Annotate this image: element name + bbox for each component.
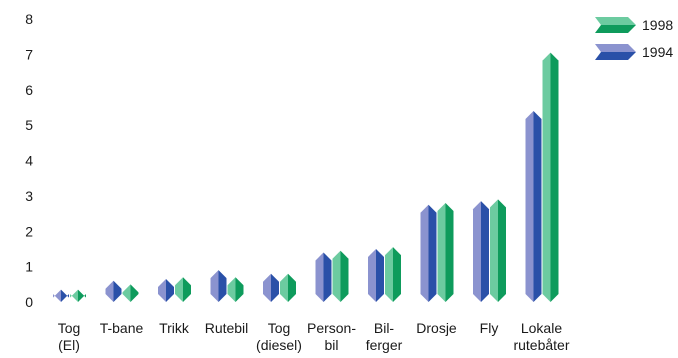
bar-face-left (332, 250, 341, 302)
bar-face-right (78, 289, 86, 302)
bar-1994 (420, 204, 437, 302)
bar-1994 (263, 273, 279, 302)
bar-1998 (542, 52, 559, 303)
bar-face-left (175, 277, 183, 302)
bar-face-left (70, 289, 78, 302)
x-category-label: Lokale rutebåter (513, 320, 569, 353)
legend-label: 1998 (642, 17, 673, 33)
x-category-label: Person-bil (307, 320, 356, 353)
y-tick-label: 1 (25, 259, 33, 275)
bar-face-right (61, 289, 69, 302)
x-category-label: Fly (480, 320, 499, 336)
bar-face-right (393, 247, 401, 302)
legend-swatch (595, 17, 636, 25)
bar-face-left (525, 110, 534, 302)
legend-label: 1994 (642, 44, 673, 60)
bar-face-right (166, 279, 174, 302)
bar-face-right (130, 284, 139, 302)
bar-face-left (385, 247, 393, 302)
bar-face-left (368, 248, 376, 302)
bar-face-right (288, 273, 296, 302)
bar-1994 (368, 248, 384, 302)
bar-face-right (271, 273, 279, 302)
bar-face-left (263, 273, 271, 302)
bar-face-left (122, 284, 131, 302)
bar-face-right (533, 110, 542, 302)
legend: 1998 1994 (595, 17, 673, 60)
legend-swatch (595, 25, 636, 33)
bar-1998 (490, 199, 506, 302)
bar-1994 (210, 270, 227, 302)
bar-1998 (175, 277, 191, 302)
x-category-label: Tog (El) (58, 320, 81, 353)
bar-face-right (445, 202, 454, 302)
bar-1994 (105, 280, 122, 302)
bar-1998 (385, 247, 401, 302)
bar-face-left (280, 273, 288, 302)
bar-face-left (53, 289, 61, 302)
y-tick-label: 7 (25, 46, 33, 62)
x-category-label: Drosje (416, 320, 457, 336)
bar-face-right (428, 204, 437, 302)
bar-face-left (227, 277, 236, 302)
x-category-label: Bil-ferger (366, 320, 403, 353)
legend-item-1994: 1994 (595, 44, 673, 60)
bar-face-left (210, 270, 219, 302)
bar-face-left (158, 279, 166, 302)
x-category-label: Tog (diesel) (256, 320, 302, 353)
bar-face-left (490, 199, 498, 302)
bar-face-left (437, 202, 446, 302)
bar-face-right (323, 252, 332, 302)
bar-face-left (542, 52, 551, 303)
legend-item-1998: 1998 (595, 17, 673, 33)
bar-1998 (122, 284, 139, 302)
bar-1998 (280, 273, 296, 302)
bar-face-right (498, 199, 506, 302)
bar-face-right (550, 52, 559, 303)
bar-1994 (53, 289, 69, 302)
bar-face-right (183, 277, 191, 302)
y-axis-ticks: 0 1 2 3 4 5 6 7 8 (25, 11, 33, 310)
bars (53, 52, 559, 303)
bar-1998 (437, 202, 454, 302)
x-category-label: Trikk (159, 320, 190, 336)
y-tick-label: 3 (25, 188, 33, 204)
bar-face-right (235, 277, 244, 302)
y-tick-label: 0 (25, 294, 33, 310)
bar-1994 (158, 279, 174, 302)
bar-1998 (70, 289, 86, 302)
bar-face-right (340, 250, 349, 302)
bar-face-left (420, 204, 429, 302)
bar-face-left (105, 280, 114, 302)
bar-1994 (315, 252, 332, 302)
y-tick-label: 4 (25, 153, 33, 169)
y-tick-label: 2 (25, 223, 33, 239)
bar-face-right (376, 248, 384, 302)
bar-face-right (481, 201, 489, 302)
legend-swatch (595, 44, 636, 52)
bar-face-left (315, 252, 324, 302)
y-tick-label: 5 (25, 117, 33, 133)
y-tick-label: 8 (25, 11, 33, 27)
bar-1994 (525, 110, 542, 302)
bar-face-right (113, 280, 122, 302)
legend-swatch (595, 52, 636, 60)
x-category-label: T-bane (100, 320, 144, 336)
bar-1998 (332, 250, 349, 302)
x-axis-labels: Tog (El) T-bane Trikk Rutebil Tog (diesel)Pers… (58, 320, 570, 353)
bar-1998 (227, 277, 244, 302)
bar-1994 (473, 201, 489, 302)
bar-face-left (473, 201, 481, 302)
x-category-label: Rutebil (205, 320, 249, 336)
y-tick-label: 6 (25, 82, 33, 98)
bar-face-right (218, 270, 227, 302)
